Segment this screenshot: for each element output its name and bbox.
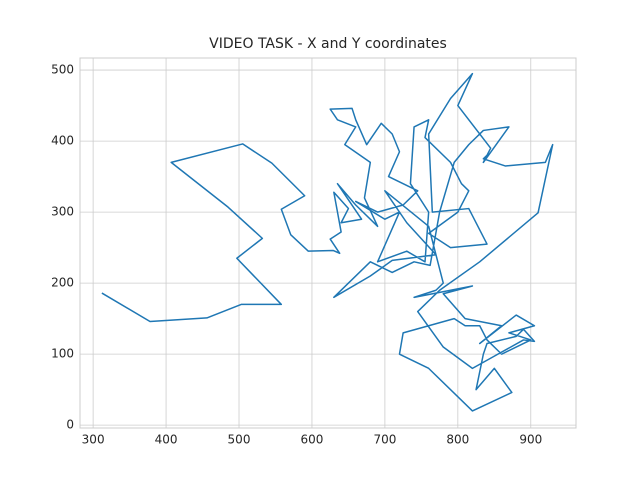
x-tick-label: 900 [519,433,542,447]
plot-frame [79,57,577,429]
chart-title: VIDEO TASK - X and Y coordinates [209,36,447,52]
y-tick-label: 400 [51,134,74,148]
x-tick-label: 700 [373,433,396,447]
y-tick-label: 300 [51,205,74,219]
x-tick-label: 400 [155,433,178,447]
x-tick-label: 600 [300,433,323,447]
x-tick-label: 800 [446,433,469,447]
y-tick-label: 100 [51,347,74,361]
trajectory-line [101,72,554,412]
y-tick-label: 500 [51,63,74,77]
x-tick-label: 300 [82,433,105,447]
x-tick-label: 500 [228,433,251,447]
y-tick-label: 0 [66,418,74,432]
y-tick-label: 200 [51,276,74,290]
